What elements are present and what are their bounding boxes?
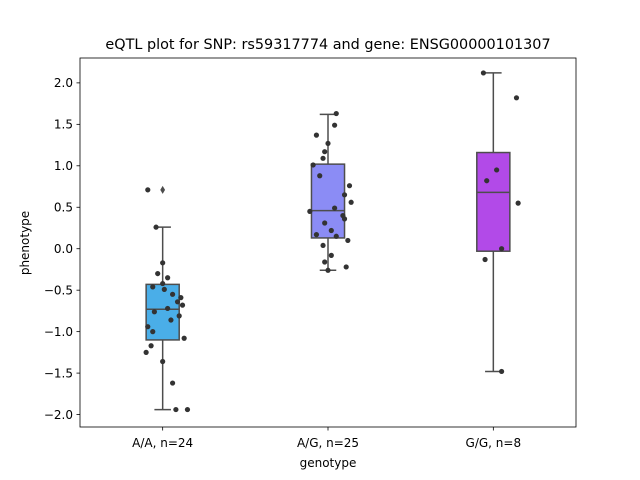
data-point xyxy=(150,329,156,335)
y-tick-label: 2.0 xyxy=(54,76,73,90)
data-point xyxy=(148,343,154,349)
data-point xyxy=(348,199,354,205)
data-point xyxy=(322,220,328,226)
data-point xyxy=(320,242,326,249)
data-point xyxy=(145,187,151,193)
data-point xyxy=(169,291,176,297)
data-point xyxy=(168,317,174,323)
data-point xyxy=(165,275,171,281)
data-point xyxy=(165,305,171,312)
y-tick-label: 0.5 xyxy=(54,201,73,215)
data-point xyxy=(310,162,316,168)
data-point xyxy=(178,295,184,301)
data-point xyxy=(328,227,334,234)
data-point xyxy=(307,208,313,215)
data-point xyxy=(143,349,149,355)
data-point xyxy=(322,259,328,265)
data-point xyxy=(513,95,520,101)
strip-points xyxy=(307,110,354,273)
data-point xyxy=(345,237,351,244)
x-axis: A/A, n=24 A/G, n=25 G/G, n=8 xyxy=(132,427,521,450)
x-tick-label: G/G, n=8 xyxy=(466,436,522,450)
box xyxy=(310,163,346,239)
y-tick-label: 0.0 xyxy=(54,242,73,256)
data-point xyxy=(482,256,488,263)
outlier-marker xyxy=(160,185,166,194)
data-point xyxy=(160,260,166,266)
y-axis: 2.0 1.5 1.0 0.5 0.0 −0.5 −1.0 −1.5 −2.0 xyxy=(44,76,80,422)
x-tick-label: A/G, n=25 xyxy=(297,436,359,450)
data-point xyxy=(181,335,187,341)
strip-points xyxy=(480,70,521,375)
data-point xyxy=(179,302,186,308)
data-point xyxy=(343,264,349,270)
data-point xyxy=(169,380,176,386)
data-point xyxy=(499,368,505,375)
data-point xyxy=(328,252,334,258)
y-tick-label: −1.0 xyxy=(44,325,73,339)
data-point xyxy=(313,132,320,138)
data-point xyxy=(333,233,339,239)
y-tick-label: −0.5 xyxy=(44,283,73,297)
data-point xyxy=(325,140,331,147)
data-point xyxy=(313,232,320,238)
y-tick-label: 1.5 xyxy=(54,118,73,132)
data-point xyxy=(480,70,487,76)
chart-title: eQTL plot for SNP: rs59317774 and gene: … xyxy=(105,37,550,53)
data-point xyxy=(499,246,505,252)
data-point xyxy=(174,299,181,305)
data-point xyxy=(484,178,490,184)
y-tick-label: −2.0 xyxy=(44,408,73,422)
data-point xyxy=(317,173,323,179)
box-group xyxy=(145,185,180,411)
y-axis-label: phenotype xyxy=(18,211,32,275)
strip-points xyxy=(143,187,191,413)
data-point xyxy=(150,284,156,290)
data-point xyxy=(332,205,338,211)
data-point xyxy=(346,183,353,189)
data-point xyxy=(155,270,161,277)
data-point xyxy=(515,200,521,206)
plot-area xyxy=(143,70,521,413)
data-point xyxy=(160,358,166,365)
data-point xyxy=(160,280,166,287)
data-point xyxy=(184,406,191,413)
data-point xyxy=(151,309,157,315)
data-point xyxy=(320,155,326,161)
data-point xyxy=(332,122,338,128)
data-point xyxy=(173,406,179,413)
box-group xyxy=(476,72,511,373)
box xyxy=(476,151,511,252)
data-point xyxy=(176,313,182,319)
axes-frame xyxy=(79,57,577,428)
data-point xyxy=(341,192,348,198)
y-tick-label: −1.5 xyxy=(44,366,73,380)
data-point xyxy=(145,324,151,330)
data-point xyxy=(494,167,500,173)
x-tick-label: A/A, n=24 xyxy=(132,436,193,450)
box-group xyxy=(310,113,346,272)
data-point xyxy=(322,149,328,155)
x-axis-label: genotype xyxy=(300,456,357,470)
data-point xyxy=(333,110,339,117)
data-point xyxy=(325,267,331,273)
data-point xyxy=(341,216,348,222)
y-tick-label: 1.0 xyxy=(54,159,73,173)
data-point xyxy=(153,224,159,230)
data-point xyxy=(161,286,167,292)
